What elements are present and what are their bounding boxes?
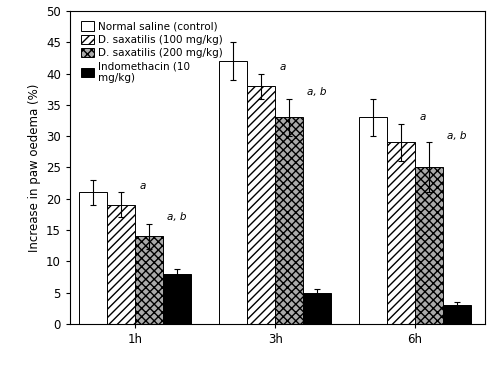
Bar (359, 117, 387, 324)
Bar (247, 86, 275, 324)
Bar (415, 167, 443, 324)
Text: a: a (140, 181, 146, 191)
Bar (303, 293, 331, 324)
Legend: Normal saline (control), D. saxatilis (100 mg/kg), D. saxatilis (200 mg/kg), Ind: Normal saline (control), D. saxatilis (1… (80, 20, 225, 85)
Bar (108, 205, 136, 324)
Bar (136, 236, 164, 324)
Text: a: a (420, 112, 426, 122)
Bar (164, 274, 191, 324)
Bar (80, 192, 108, 324)
Bar (387, 142, 415, 324)
Text: a, b: a, b (168, 212, 187, 222)
Bar (219, 61, 247, 324)
Text: a, b: a, b (447, 131, 466, 141)
Text: a, b: a, b (308, 87, 327, 97)
Text: a: a (280, 62, 285, 72)
Bar (443, 305, 471, 324)
Y-axis label: Increase in paw oedema (%): Increase in paw oedema (%) (28, 83, 40, 252)
Bar (275, 117, 303, 324)
